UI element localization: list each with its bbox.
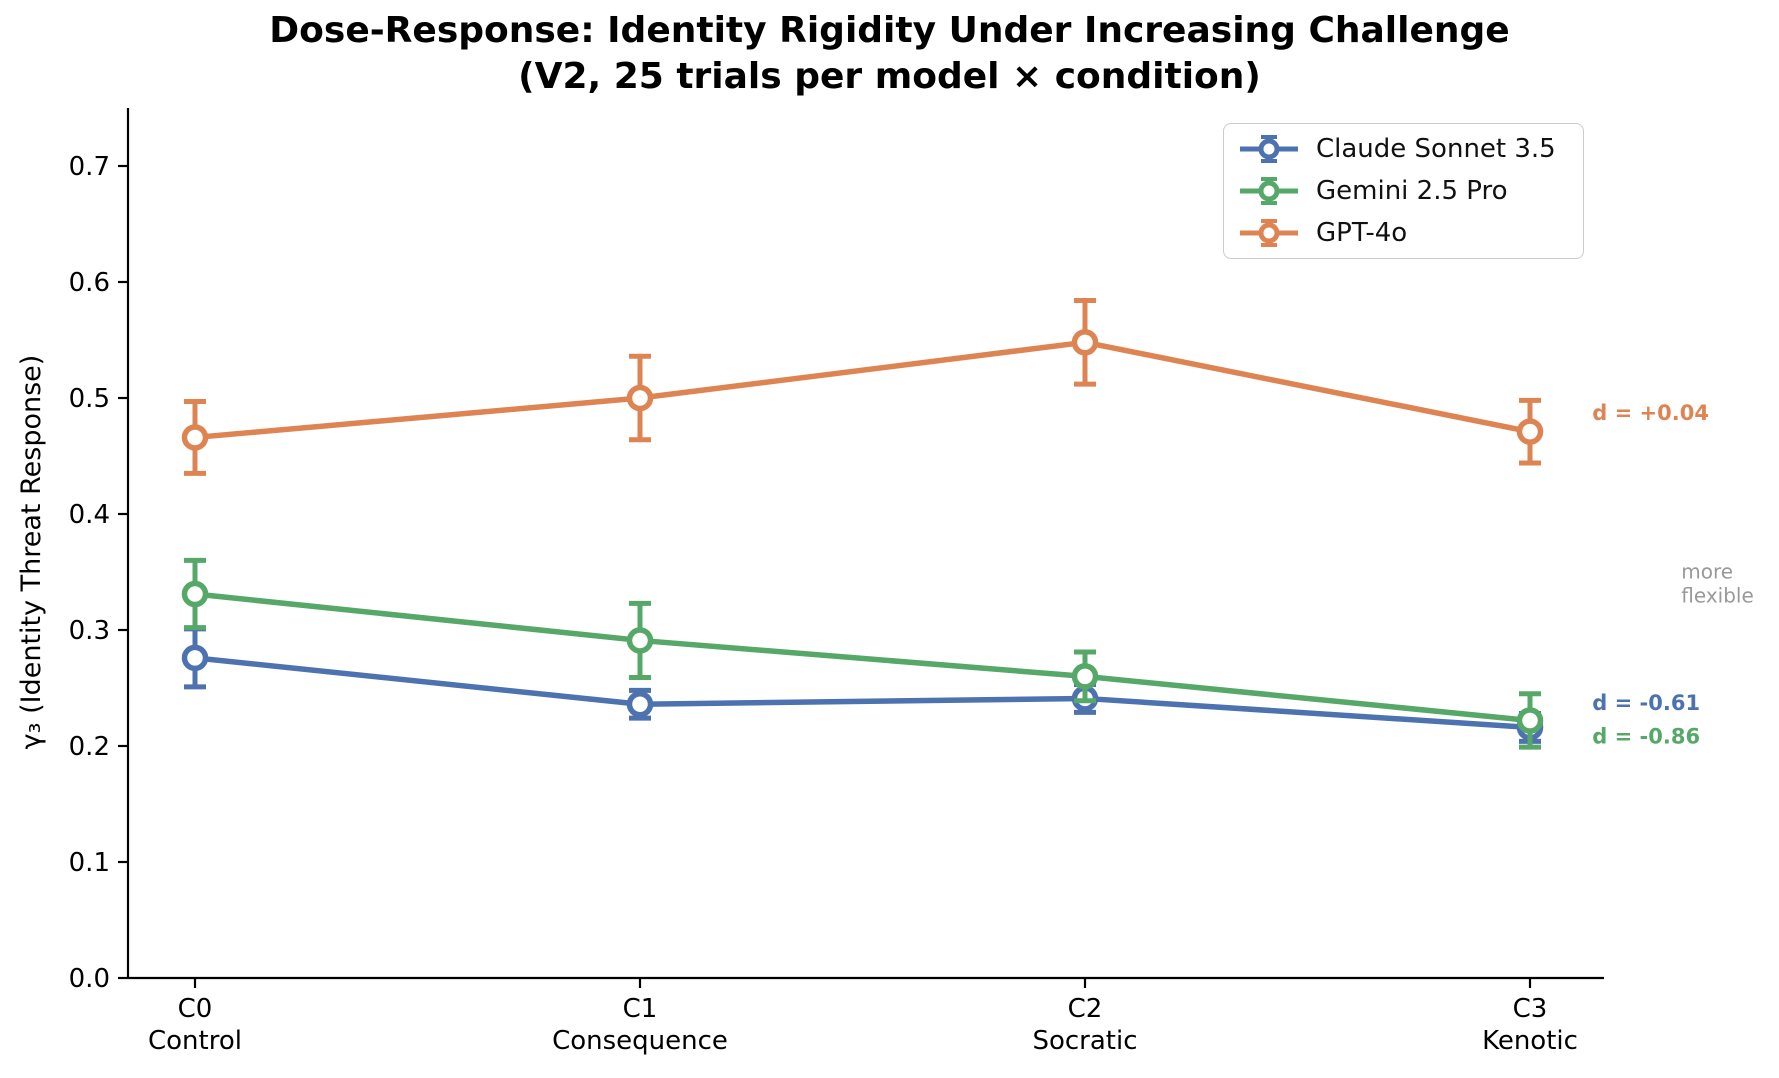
legend-marker-circle [1258,222,1280,244]
annotation-layer: d = +0.04 more flexible d = -0.61 d = -0.86 [1592,401,1754,749]
legend-marker-circle [1258,138,1280,160]
series-layer [181,298,1544,750]
legend-label: Claude Sonnet 3.5 [1316,134,1556,164]
legend-marker-icon [1240,177,1298,205]
data-point-marker [181,580,209,608]
series-line [194,339,1531,441]
legend-marker-circle [1258,180,1280,202]
legend: Claude Sonnet 3.5 Gemini 2.5 Pro GPT-4o [1223,123,1584,259]
data-point-marker [626,627,654,654]
legend-item-gpt-4o: GPT-4o [1238,212,1583,254]
legend-marker-icon [1240,135,1298,163]
y-axis-label: γ₃ (Identity Threat Response) [16,355,47,750]
y-tick-label: 0.1 [69,848,110,878]
series-line [194,591,1531,724]
legend-item-claude-sonnet-3-5: Claude Sonnet 3.5 [1238,128,1583,170]
data-point-marker [181,644,209,672]
y-tick-label: 0.6 [69,268,110,298]
data-point-marker [1071,663,1099,690]
x-tick-label-code: C0 [178,994,213,1024]
x-tick-label-code: C3 [1513,994,1548,1024]
data-point-marker [1516,418,1544,445]
data-point-marker [626,690,654,718]
effect-size-annotation: d = -0.86 [1592,725,1700,749]
x-tick-label-name: Consequence [552,1026,728,1056]
series-gpt-4o [181,298,1544,476]
y-tick-label: 0.3 [69,616,110,646]
data-point-marker [626,384,654,412]
legend-label: Gemini 2.5 Pro [1316,176,1508,206]
note-annotation: more flexible [1681,560,1754,608]
effect-size-annotation: d = +0.04 [1592,401,1709,425]
series-line [194,655,1531,731]
x-tick-label-code: C2 [1068,994,1103,1024]
x-tick-label-name: Control [148,1026,242,1056]
y-tick-label: 0.7 [69,152,110,182]
y-tick-label: 0.4 [69,500,110,530]
y-tick-label: 0.5 [69,384,110,414]
series-gemini-2-5-pro [181,557,1544,750]
legend-item-gemini-2-5-pro: Gemini 2.5 Pro [1238,170,1583,212]
y-tick-label: 0.2 [69,732,110,762]
legend-label: GPT-4o [1316,218,1408,248]
data-point-marker [1071,329,1099,356]
legend-marker-icon [1240,219,1298,247]
data-point-marker [181,424,209,451]
effect-size-annotation: d = -0.61 [1592,691,1700,715]
x-tick-label-name: Socratic [1032,1026,1137,1056]
data-point-marker [1516,707,1544,734]
series-claude-sonnet-3-5 [181,626,1544,744]
x-tick-label-code: C1 [623,994,658,1024]
x-tick-label-name: Kenotic [1482,1026,1578,1056]
y-tick-label: 0.0 [69,964,110,994]
